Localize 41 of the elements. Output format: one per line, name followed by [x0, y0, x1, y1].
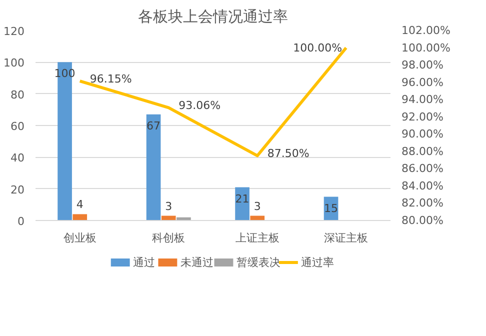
y2-tick-label: 92.00% [402, 110, 444, 124]
y2-tick-label: 98.00% [402, 58, 444, 72]
y2-tick-label: 80.00% [402, 214, 444, 227]
chart-title: 各板块上会情况通过率 [138, 8, 288, 26]
bar [72, 214, 88, 220]
legend-label: 未通过 [180, 256, 214, 269]
data-label: 4 [76, 198, 84, 212]
data-label: 96.15% [90, 72, 132, 86]
data-label: 93.06% [178, 99, 221, 112]
y-tick-label: 20 [10, 183, 25, 196]
data-label: 67 [146, 119, 161, 132]
x-tick-label: 科创板 [152, 232, 186, 244]
y-tick-label: 40 [10, 152, 25, 165]
x-tick-label: 深证主板 [324, 232, 368, 244]
y2-tick-label: 100.00% [402, 41, 450, 54]
legend-label: 暂缓表决 [236, 256, 280, 269]
y-tick-label: 80 [10, 88, 25, 102]
data-label: 21 [235, 192, 250, 206]
x-tick-label: 上证主板 [235, 232, 280, 244]
legend-label: 通过率 [301, 256, 334, 269]
y-tick-label: 100 [4, 56, 25, 70]
y-tick-label: 60 [10, 120, 25, 133]
y2-tick-label: 96.00% [402, 76, 444, 89]
y2-tick-label: 82.00% [402, 196, 444, 210]
data-label: 3 [165, 200, 172, 213]
y2-tick-label: 86.00% [402, 162, 444, 176]
y2-tick-label: 90.00% [402, 128, 444, 141]
x-tick-label: 创业板 [63, 232, 96, 244]
legend-label: 通过 [132, 256, 155, 269]
y-tick-label: 120 [4, 25, 25, 38]
data-label: 100.00% [293, 41, 342, 54]
y-tick-label: 0 [18, 215, 24, 228]
data-label: 15 [324, 202, 338, 215]
y2-tick-label: 84.00% [402, 179, 444, 192]
bar [146, 114, 161, 220]
bar [235, 187, 250, 220]
y2-tick-label: 88.00% [402, 144, 444, 158]
data-label: 3 [254, 200, 261, 213]
data-label: 87.50% [267, 147, 310, 160]
y2-tick-label: 94.00% [402, 93, 444, 106]
y2-tick-label: 102.00% [402, 24, 450, 37]
